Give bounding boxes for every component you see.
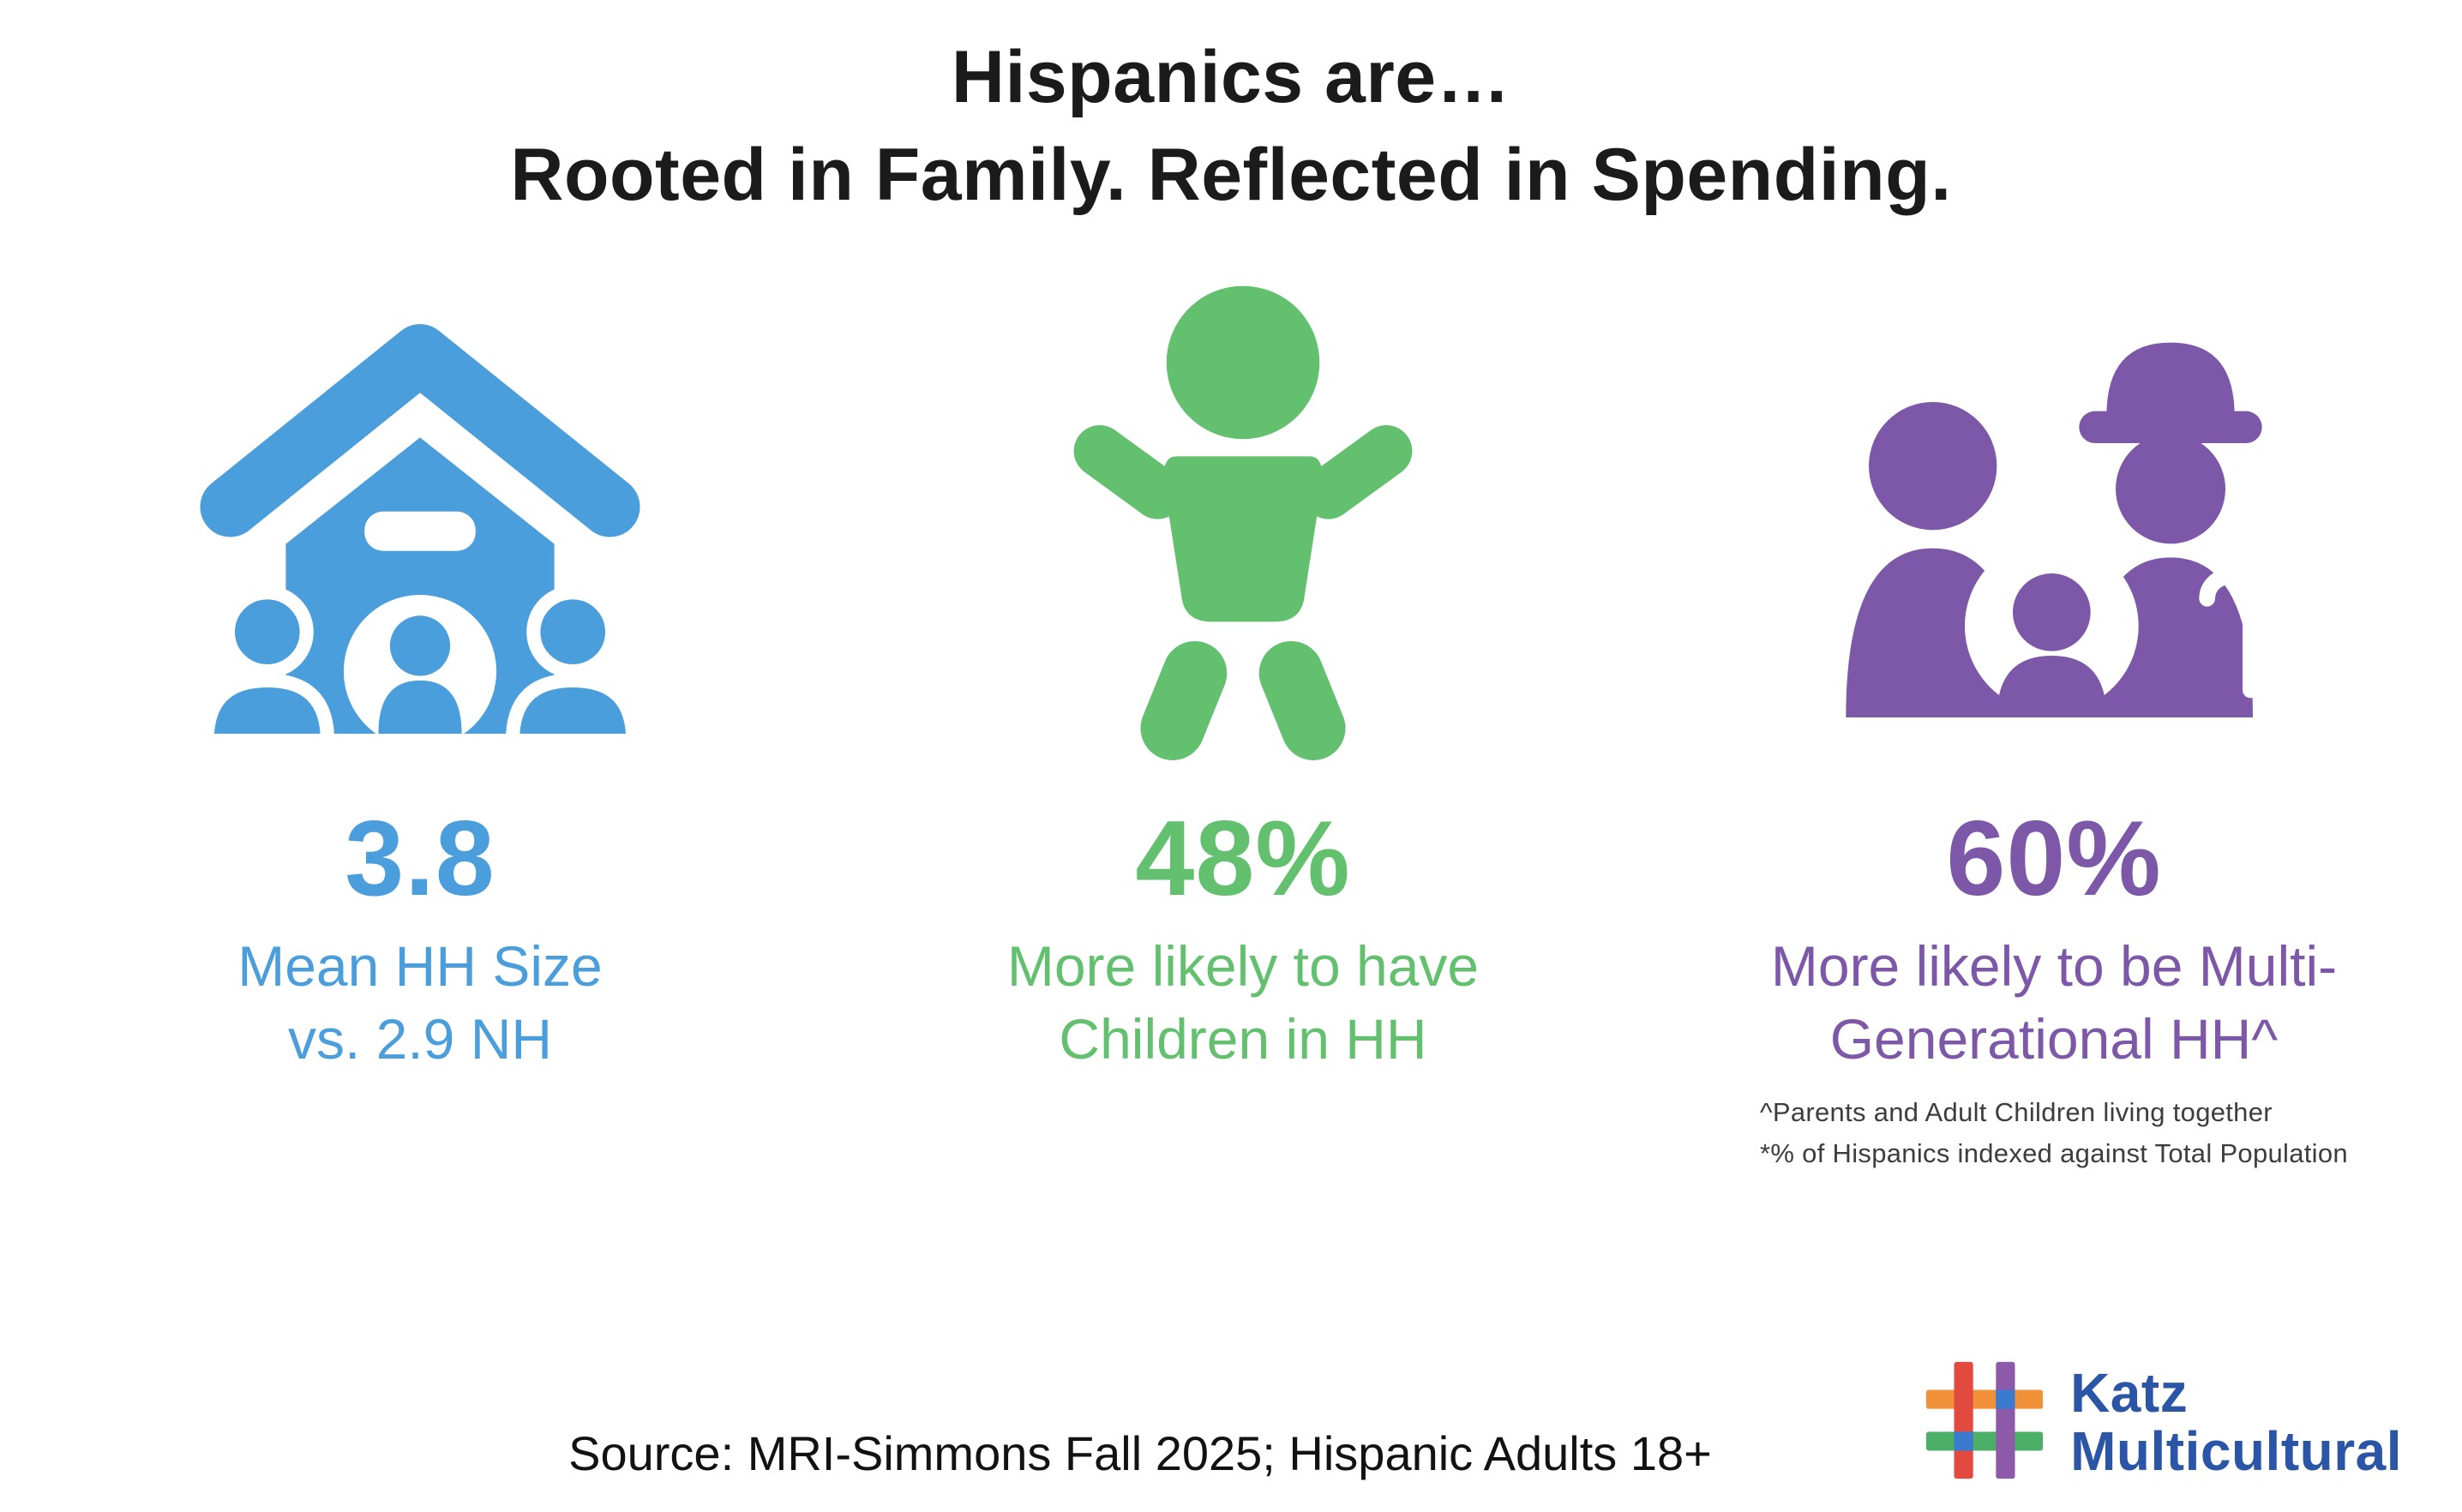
stat-value-children: 48% [1135,800,1351,919]
stat-column-children: 48% More likely to have Children in HH [840,260,1646,1075]
stats-row: 3.8 Mean HH Size vs. 2.9 NH 48% More lik… [0,260,2462,1174]
footnote-index: *% of Hispanics indexed against Total Po… [1760,1138,2348,1169]
stat-column-household-size: 3.8 Mean HH Size vs. 2.9 NH [0,260,840,1075]
stat-label-multigen: More likely to be Multi-Generational HH^ [1770,934,2338,1071]
stat-column-multigenerational: 60% More likely to be Multi-Generational… [1646,260,2462,1174]
katz-multicultural-logo: Katz Multicultural [1921,1357,2402,1488]
title-line-1: Hispanics are… [951,36,1511,118]
multigenerational-family-icon [1814,260,2294,791]
stat-label-hh-size: Mean HH Size vs. 2.9 NH [237,934,603,1071]
baby-icon [1058,260,1428,791]
house-with-family-icon [189,260,652,791]
footnotes: ^Parents and Adult Children living toget… [1760,1092,2348,1174]
source-text: Source: MRI-Simmons Fall 2025; Hispanic … [568,1426,1712,1480]
stat-label-children: More likely to have Children in HH [1006,934,1480,1071]
page-title: Hispanics are… Rooted in Family. Reflect… [0,0,2462,224]
stat-value-multigen: 60% [1946,800,2162,919]
katz-hash-logo-icon [1921,1357,2048,1488]
logo-text-line-2: Multicultural [2070,1419,2402,1482]
footnote-parents: ^Parents and Adult Children living toget… [1760,1096,2273,1127]
logo-text: Katz Multicultural [2070,1362,2402,1482]
title-line-2: Rooted in Family. Reflected in Spending. [510,133,1952,216]
stat-value-hh-size: 3.8 [345,800,495,919]
logo-text-line-1: Katz [2070,1362,2189,1425]
